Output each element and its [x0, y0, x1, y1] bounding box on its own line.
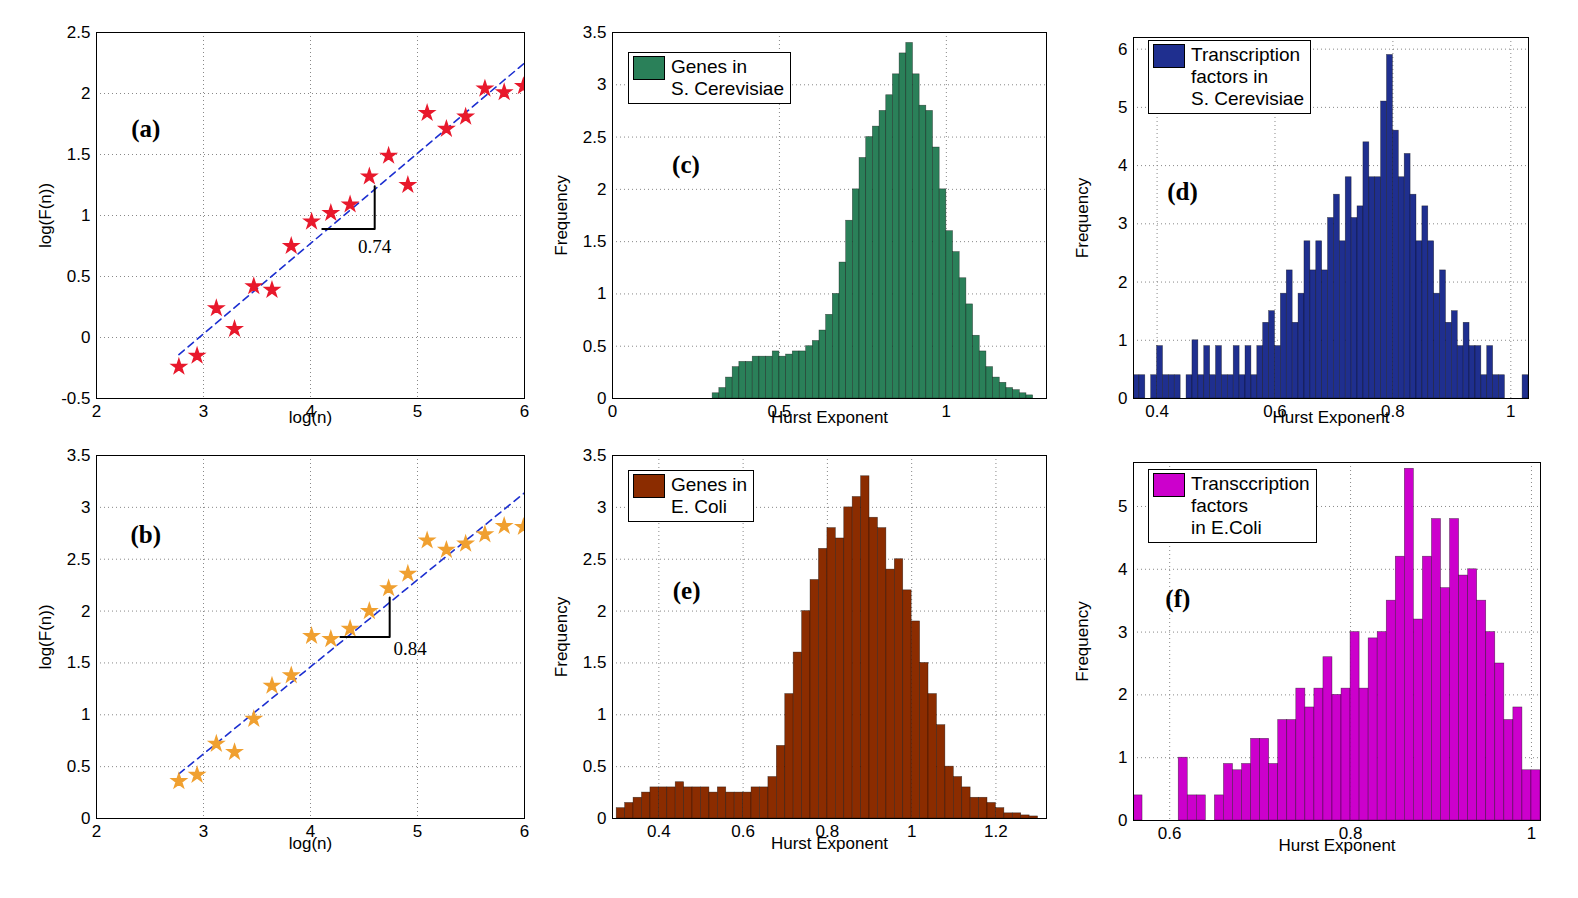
svg-text:1.5: 1.5	[67, 653, 91, 672]
svg-text:(e): (e)	[673, 577, 701, 605]
svg-text:6: 6	[1118, 40, 1127, 59]
svg-text:2: 2	[81, 602, 90, 621]
svg-text:(d): (d)	[1167, 178, 1198, 206]
svg-text:3: 3	[81, 498, 90, 517]
svg-text:1: 1	[81, 206, 90, 225]
svg-text:1.5: 1.5	[583, 653, 607, 672]
svg-text:Frequency: Frequency	[1073, 601, 1092, 682]
svg-text:1: 1	[1118, 331, 1127, 350]
svg-text:0.5: 0.5	[583, 337, 607, 356]
svg-text:Hurst Exponent: Hurst Exponent	[1278, 836, 1395, 855]
svg-text:0: 0	[597, 389, 606, 408]
svg-text:Frequency: Frequency	[552, 175, 571, 256]
svg-text:0.6: 0.6	[731, 822, 755, 841]
svg-text:(b): (b)	[130, 521, 161, 549]
svg-text:5: 5	[1118, 497, 1127, 516]
svg-text:1: 1	[597, 705, 606, 724]
svg-text:log(F(n)): log(F(n))	[36, 604, 55, 669]
svg-text:log(n): log(n)	[289, 408, 332, 427]
html-text:Genes in E. Coli: Genes in E. Coli	[671, 474, 747, 517]
svg-text:3: 3	[199, 402, 208, 421]
svg-text:0.8: 0.8	[815, 821, 840, 841]
svg-text:2: 2	[92, 822, 101, 841]
svg-text:2: 2	[1118, 272, 1127, 291]
svg-text:1.2: 1.2	[984, 822, 1008, 841]
svg-text:Hurst Exponent: Hurst Exponent	[771, 834, 888, 853]
svg-text:3: 3	[1118, 214, 1127, 233]
svg-text:Frequency: Frequency	[552, 596, 571, 677]
svg-text:(c): (c)	[672, 151, 700, 179]
svg-text:2: 2	[92, 402, 101, 421]
svg-text:5: 5	[1118, 98, 1127, 117]
svg-text:0: 0	[81, 328, 90, 347]
html-text:Genes in S. Cerevisiae: Genes in S. Cerevisiae	[671, 56, 784, 99]
svg-text:3: 3	[199, 822, 208, 841]
svg-text:5: 5	[413, 402, 422, 421]
svg-text:0: 0	[1118, 389, 1127, 408]
svg-text:3.5: 3.5	[67, 449, 91, 465]
svg-text:1.5: 1.5	[67, 145, 91, 164]
svg-text:5: 5	[413, 822, 422, 841]
svg-text:0: 0	[597, 809, 606, 828]
svg-text:Frequency: Frequency	[1073, 177, 1092, 258]
svg-text:4: 4	[1118, 156, 1127, 175]
svg-text:3.5: 3.5	[583, 449, 607, 465]
svg-text:log(F(n)): log(F(n))	[36, 183, 55, 248]
svg-text:0.74: 0.74	[358, 236, 392, 257]
svg-text:0: 0	[81, 809, 90, 828]
svg-text:3: 3	[1118, 623, 1127, 642]
svg-text:1.5: 1.5	[583, 232, 607, 251]
svg-text:2: 2	[1118, 685, 1127, 704]
svg-text:6: 6	[520, 402, 529, 421]
svg-text:0.8: 0.8	[1381, 401, 1405, 421]
svg-text:4: 4	[1118, 560, 1127, 579]
svg-text:4: 4	[305, 821, 316, 841]
svg-text:Hurst Exponent: Hurst Exponent	[771, 408, 888, 427]
svg-text:3.5: 3.5	[583, 23, 607, 42]
svg-text:6: 6	[520, 822, 529, 841]
svg-text:-0.5: -0.5	[61, 389, 90, 408]
svg-text:0.5: 0.5	[583, 757, 607, 776]
svg-text:(f): (f)	[1165, 585, 1190, 613]
svg-text:1: 1	[81, 705, 90, 724]
svg-text:1: 1	[1527, 824, 1536, 843]
svg-text:0.4: 0.4	[647, 822, 671, 841]
html-text:Transcription factors in S. Ce: Transcription factors in S. Cerevisiae	[1191, 44, 1304, 109]
svg-text:3: 3	[597, 75, 606, 94]
svg-text:0.84: 0.84	[393, 637, 427, 658]
svg-text:1: 1	[1506, 402, 1515, 421]
svg-text:2.5: 2.5	[583, 128, 607, 147]
svg-text:2.5: 2.5	[67, 23, 91, 42]
svg-text:1: 1	[907, 822, 916, 841]
svg-text:2: 2	[81, 84, 90, 103]
svg-text:3: 3	[597, 498, 606, 517]
html-text:Transccription factors in E.Co: Transccription factors in E.Coli	[1191, 473, 1310, 538]
svg-text:0.8: 0.8	[1338, 823, 1363, 843]
svg-text:1: 1	[597, 284, 606, 303]
svg-text:0.4: 0.4	[1145, 402, 1169, 421]
svg-text:0: 0	[1118, 811, 1127, 830]
svg-text:Hurst Exponent: Hurst Exponent	[1272, 408, 1389, 427]
svg-text:0: 0	[608, 402, 617, 421]
svg-text:0.6: 0.6	[1158, 824, 1182, 843]
svg-text:2: 2	[597, 180, 606, 199]
svg-text:(a): (a)	[131, 115, 160, 143]
svg-text:2: 2	[597, 602, 606, 621]
svg-text:log(n): log(n)	[289, 834, 332, 853]
svg-text:0.5: 0.5	[67, 267, 91, 286]
svg-text:1: 1	[942, 402, 951, 421]
svg-text:1: 1	[1118, 748, 1127, 767]
svg-text:2.5: 2.5	[67, 550, 91, 569]
svg-text:2.5: 2.5	[583, 550, 607, 569]
svg-text:0.5: 0.5	[67, 757, 91, 776]
